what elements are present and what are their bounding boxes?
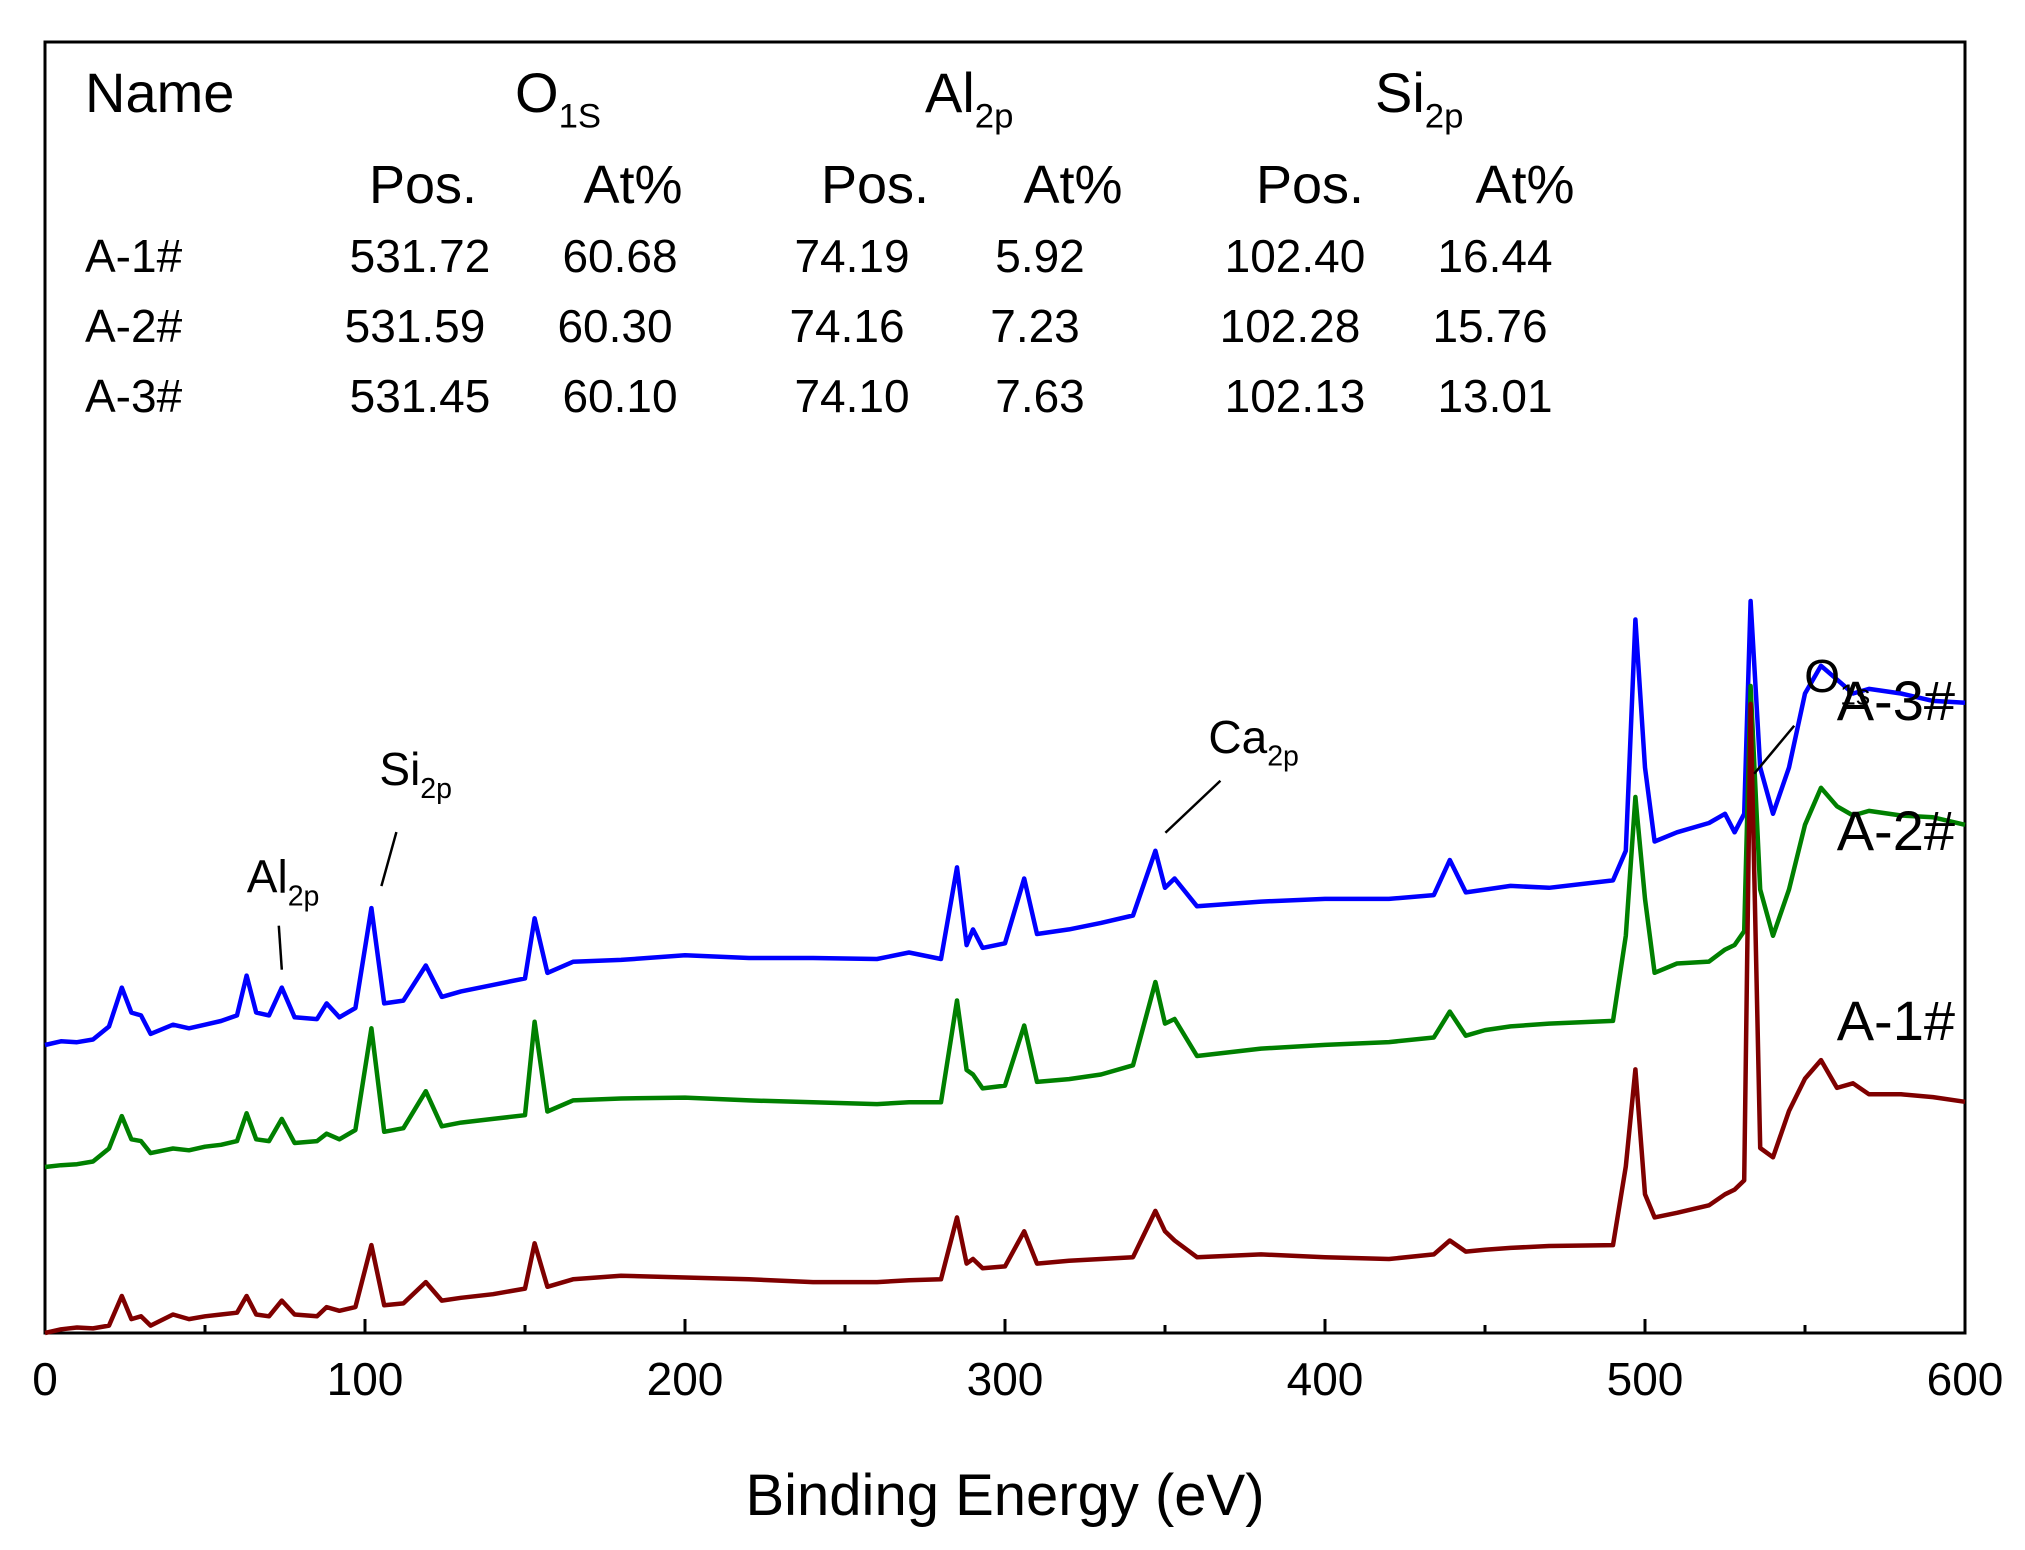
- table-cell: 7.63: [995, 370, 1085, 422]
- series-label: A-2#: [1837, 799, 1955, 862]
- table-cell: 102.40: [1225, 230, 1366, 282]
- annotation-label-ca: Ca2p: [1208, 711, 1299, 773]
- table-subheader: Pos.: [821, 155, 929, 215]
- series-line-A-2: [44, 683, 1966, 1170]
- table-group-header: O1S: [515, 61, 601, 136]
- table-subheader: Pos.: [369, 155, 477, 215]
- table-row-name: A-2#: [85, 300, 183, 352]
- annotation-leader: [380, 831, 398, 887]
- spectra: [44, 598, 1966, 1336]
- table-row-name: A-1#: [85, 230, 183, 282]
- table-subheader: Pos.: [1256, 155, 1364, 215]
- table-cell: 5.92: [995, 230, 1085, 282]
- series-label: A-3#: [1837, 669, 1955, 732]
- table-subheader: At%: [1475, 155, 1574, 215]
- x-tick-label: 400: [1287, 1353, 1364, 1405]
- x-axis-label: Binding Energy (eV): [745, 1463, 1264, 1528]
- table-cell: 60.10: [562, 370, 677, 422]
- x-tick-label: 500: [1607, 1353, 1684, 1405]
- table-cell: 74.19: [794, 230, 909, 282]
- table-name-header: Name: [85, 61, 234, 124]
- x-tick-label: 300: [967, 1353, 1044, 1405]
- table-cell: 16.44: [1437, 230, 1552, 282]
- table-cell: 531.59: [345, 300, 486, 352]
- table-cell: 13.01: [1437, 370, 1552, 422]
- table-cell: 102.13: [1225, 370, 1366, 422]
- table-subheader: At%: [583, 155, 682, 215]
- annotation-label-si: Si2p: [379, 743, 452, 805]
- annotation-label-al: Al2p: [247, 851, 320, 913]
- x-tick-label: 600: [1927, 1353, 2004, 1405]
- x-tick-label: 100: [327, 1353, 404, 1405]
- table-subheader: At%: [1023, 155, 1122, 215]
- table-cell: 531.45: [350, 370, 491, 422]
- table-cell: 74.16: [789, 300, 904, 352]
- annotation-leader: [277, 925, 284, 970]
- table-cell: 531.72: [350, 230, 491, 282]
- table-cell: 60.68: [562, 230, 677, 282]
- x-tick-label: 0: [32, 1353, 58, 1405]
- table-group-header: Al2p: [925, 61, 1013, 136]
- table-cell: 15.76: [1432, 300, 1547, 352]
- annotation-leader: [1164, 779, 1222, 834]
- table-cell: 60.30: [557, 300, 672, 352]
- x-tick-label: 200: [647, 1353, 724, 1405]
- table-cell: 7.23: [990, 300, 1080, 352]
- series-label: A-1#: [1837, 989, 1955, 1052]
- table-cell: 74.10: [794, 370, 909, 422]
- table-cell: 102.28: [1220, 300, 1361, 352]
- table-group-header: Si2p: [1375, 61, 1463, 136]
- series-line-A-1: [44, 701, 1966, 1336]
- x-axis-ticks: 0 100 200 300 400 500 600: [32, 1319, 2003, 1405]
- annotation-leader: [1753, 724, 1796, 775]
- series-labels: A-3# A-2# A-1#: [1837, 669, 1955, 1052]
- peak-annotations: Al2p Si2p Ca2p O1s: [247, 650, 1870, 970]
- annotation-label-o: O1s: [1804, 650, 1870, 712]
- table-row-name: A-3#: [85, 370, 183, 422]
- series-line-A-3: [44, 598, 1966, 1048]
